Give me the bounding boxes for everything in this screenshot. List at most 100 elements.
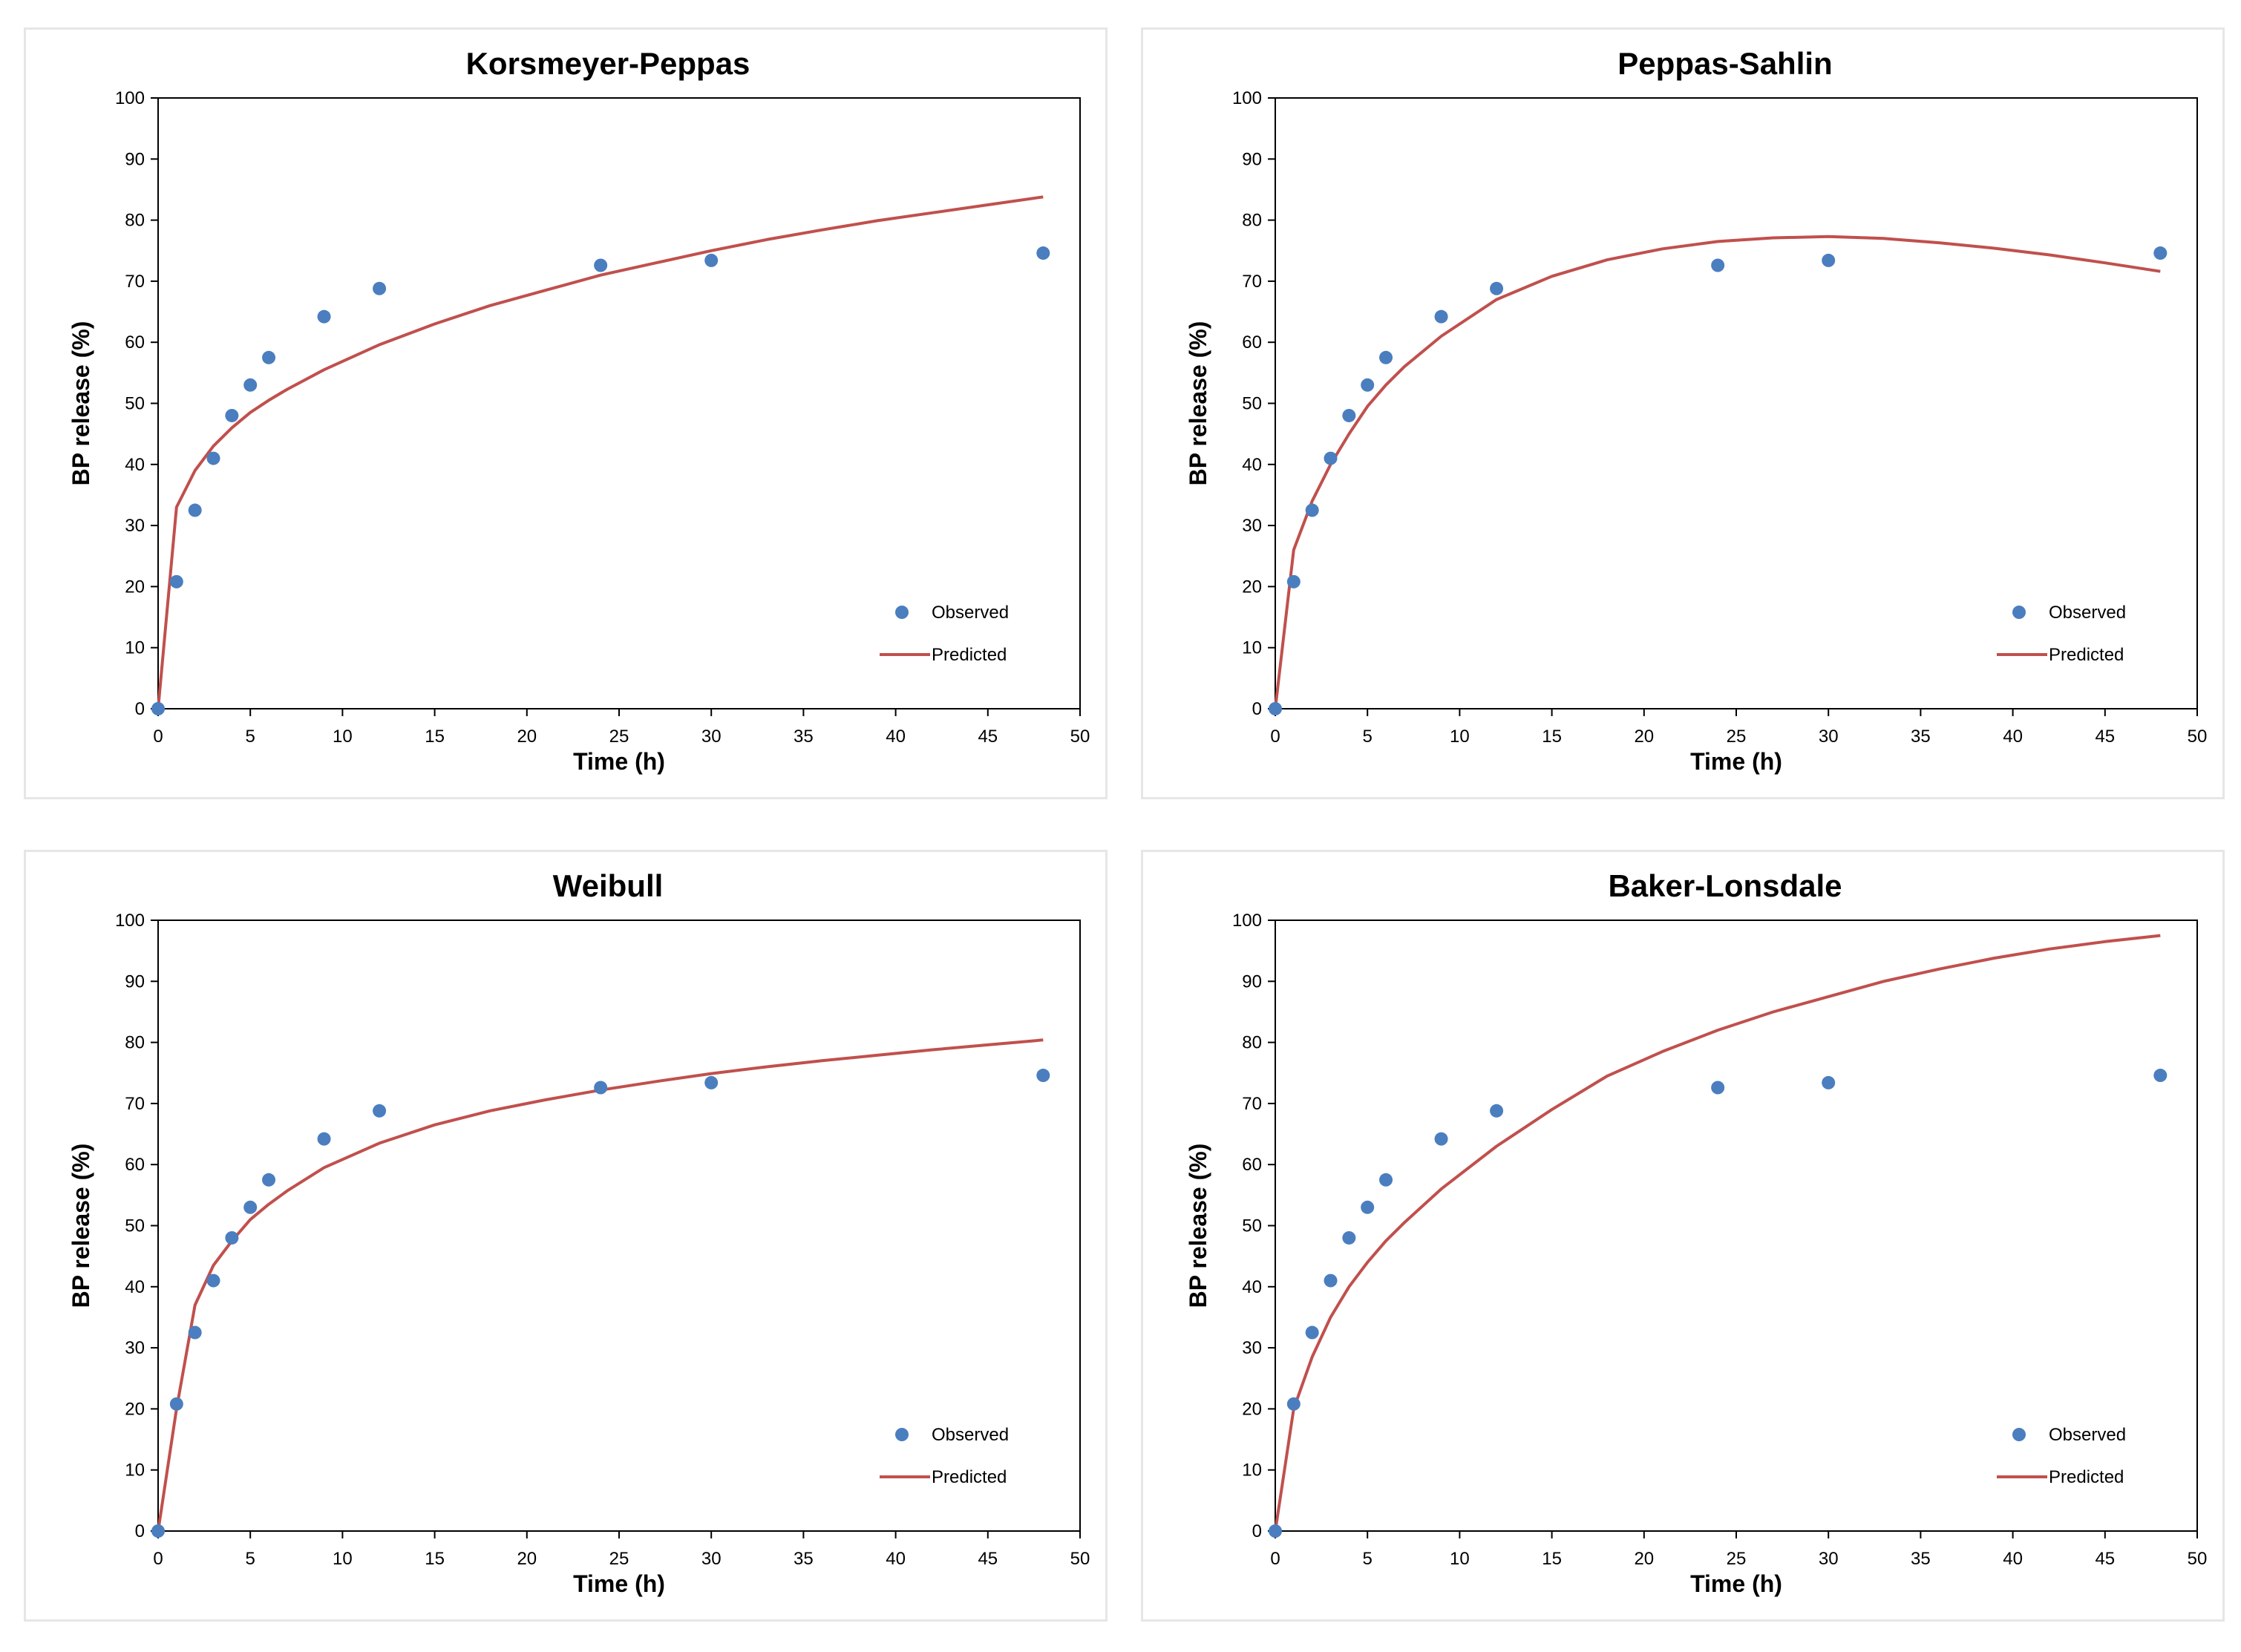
x-tick-label: 10 — [333, 1549, 353, 1569]
x-tick-label: 35 — [1911, 727, 1931, 747]
x-axis-label: Time (h) — [573, 748, 665, 775]
x-tick-label: 50 — [1070, 1549, 1090, 1569]
observed-data-point — [1324, 451, 1338, 465]
x-tick-label: 25 — [1727, 1549, 1747, 1569]
legend-predicted-label: Predicted — [2049, 1467, 2124, 1487]
y-tick-label: 40 — [125, 455, 145, 475]
observed-data-point — [704, 1075, 719, 1089]
y-tick-label: 100 — [1232, 911, 1262, 931]
y-tick-label: 90 — [125, 149, 145, 169]
y-tick-label: 30 — [1242, 1338, 1262, 1358]
observed-data-point — [1305, 1325, 1319, 1340]
y-tick-label: 10 — [125, 638, 145, 658]
x-tick-label: 35 — [1911, 1549, 1931, 1569]
predicted-series-line — [157, 1038, 1044, 1532]
chart-panel-weibull: Weibull 0 10 20 30 40 50 60 70 80 90 100 0 5 10 15 20 25 3… — [24, 850, 1108, 1622]
observed-data-point — [1269, 1524, 1282, 1538]
x-tick-label: 40 — [886, 727, 906, 747]
observed-data-point — [206, 1274, 220, 1288]
x-tick-label: 5 — [246, 727, 255, 747]
observed-data-point — [262, 1173, 276, 1187]
observed-data-point — [151, 1524, 165, 1538]
y-tick-label: 70 — [125, 1094, 145, 1114]
y-tick-label: 70 — [1242, 272, 1262, 292]
observed-data-point — [243, 1200, 258, 1214]
chart-title: Baker-Lonsdale — [1608, 868, 1842, 903]
y-tick-label: 80 — [1242, 211, 1262, 231]
y-tick-label: 0 — [135, 699, 145, 719]
y-tick-label: 40 — [1242, 455, 1262, 475]
y-tick-label: 50 — [1242, 1216, 1262, 1236]
x-tick-label: 5 — [1363, 1549, 1373, 1569]
observed-data-point — [1822, 253, 1836, 267]
observed-data-point — [1036, 1069, 1050, 1083]
legend-predicted-label: Predicted — [2049, 645, 2124, 665]
observed-data-point — [1822, 1075, 1836, 1089]
legend-predicted-label: Predicted — [932, 1467, 1007, 1487]
y-tick-label: 60 — [125, 1155, 145, 1175]
observed-data-point — [1361, 378, 1375, 392]
y-tick-label: 10 — [1242, 638, 1262, 658]
x-tick-label: 5 — [246, 1549, 255, 1569]
observed-data-point — [1490, 1104, 1504, 1118]
legend-predicted-label: Predicted — [932, 645, 1007, 665]
observed-data-point — [2153, 1069, 2168, 1083]
y-tick-label: 90 — [125, 971, 145, 991]
y-axis-label: BP release (%) — [68, 321, 94, 486]
predicted-series-line — [1274, 934, 2161, 1532]
x-tick-label: 20 — [1634, 1549, 1654, 1569]
observed-data-point — [225, 1230, 239, 1245]
y-axis-label: BP release (%) — [1185, 1144, 1211, 1308]
y-axis-label: BP release (%) — [1185, 321, 1211, 486]
chart-svg: Peppas-Sahlin 0 10 20 30 40 50 60 70 80 90 100 0 5 10 1… — [1185, 46, 2207, 775]
observed-data-point — [1342, 1230, 1356, 1245]
y-tick-label: 80 — [1242, 1033, 1262, 1053]
observed-data-point — [1342, 408, 1356, 422]
chart-panel-baker-lonsdale: Baker-Lonsdale 0 10 20 30 40 50 60 70 80 90 100 0 5 10… — [1141, 850, 2225, 1622]
observed-data-point — [262, 350, 276, 364]
predicted-series-line — [1274, 235, 2161, 709]
chart-svg: Weibull 0 10 20 30 40 50 60 70 80 90 100 0 5 10 15 20 25 3… — [68, 868, 1090, 1597]
observed-data-point — [373, 281, 387, 295]
x-tick-label: 30 — [701, 727, 722, 747]
x-tick-label: 40 — [886, 1549, 906, 1569]
x-tick-label: 25 — [609, 1549, 629, 1569]
x-tick-label: 45 — [2095, 727, 2115, 747]
observed-data-point — [206, 451, 220, 465]
observed-data-point — [373, 1104, 387, 1118]
observed-data-point — [1434, 1132, 1448, 1146]
chart-title: Peppas-Sahlin — [1617, 46, 1832, 81]
legend-observed-label: Observed — [932, 1425, 1009, 1445]
observed-data-point — [1361, 1200, 1375, 1214]
x-tick-label: 0 — [153, 1549, 163, 1569]
legend-observed-label: Observed — [2049, 603, 2126, 623]
observed-data-point — [2153, 246, 2168, 260]
y-tick-label: 60 — [1242, 1155, 1262, 1175]
observed-data-point — [1305, 503, 1319, 517]
chart-panel-peppas-sahlin: Peppas-Sahlin 0 10 20 30 40 50 60 70 80 90 100 0 5 10 1… — [1141, 27, 2225, 799]
x-tick-label: 0 — [153, 727, 163, 747]
observed-data-point — [169, 574, 183, 589]
x-tick-label: 35 — [794, 1549, 814, 1569]
x-tick-label: 0 — [1270, 1549, 1280, 1569]
y-tick-label: 20 — [125, 577, 145, 597]
x-tick-label: 15 — [425, 1549, 445, 1569]
y-tick-label: 50 — [125, 1216, 145, 1236]
x-tick-label: 25 — [609, 727, 629, 747]
observed-data-point — [1286, 574, 1301, 589]
chart-title: Weibull — [553, 868, 664, 903]
observed-data-point — [243, 378, 258, 392]
x-tick-label: 30 — [701, 1549, 722, 1569]
observed-data-point — [1036, 246, 1050, 260]
y-tick-label: 20 — [125, 1399, 145, 1419]
y-tick-label: 10 — [1242, 1461, 1262, 1481]
observed-data-point — [317, 1132, 331, 1146]
y-tick-label: 0 — [135, 1521, 145, 1541]
chart-panel-korsmeyer-peppas: Korsmeyer-Peppas 0 10 20 30 40 50 60 70 80 90 100 0 5… — [24, 27, 1108, 799]
observed-data-point — [188, 1325, 202, 1340]
y-tick-label: 90 — [1242, 971, 1262, 991]
y-tick-label: 80 — [125, 211, 145, 231]
y-tick-label: 0 — [1252, 1521, 1262, 1541]
y-tick-label: 80 — [125, 1033, 145, 1053]
y-tick-label: 100 — [1232, 88, 1262, 108]
